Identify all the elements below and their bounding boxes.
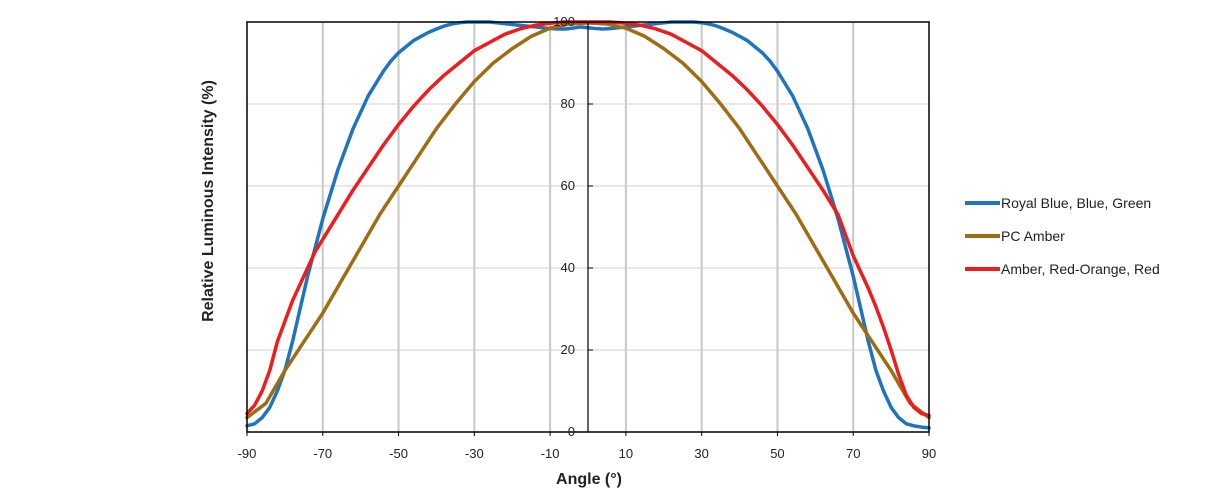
y-tick-label: 80 — [561, 96, 575, 111]
y-tick-label: 60 — [561, 178, 575, 193]
legend-label: Royal Blue, Blue, Green — [1001, 195, 1151, 211]
x-tick-label: -50 — [389, 446, 408, 461]
tick-labels: -90 -70 -50 -30 -10 10 30 50 70 90 0 20 40 60 80 100 — [238, 14, 937, 461]
y-tick-label: 40 — [561, 260, 575, 275]
legend-item-2: PC Amber — [965, 228, 1065, 244]
legend-label: PC Amber — [1001, 228, 1065, 244]
x-tick-label: -10 — [541, 446, 560, 461]
x-tick-label: 90 — [922, 446, 936, 461]
grid — [247, 22, 929, 432]
x-tick-label: 30 — [694, 446, 708, 461]
legend: Royal Blue, Blue, Green PC Amber Amber, Re… — [965, 195, 1160, 277]
x-tick-label: -70 — [313, 446, 332, 461]
y-tick-label: 0 — [568, 424, 575, 439]
x-tick-label: 10 — [619, 446, 633, 461]
legend-label: Amber, Red-Orange, Red — [1001, 261, 1160, 277]
legend-item-1: Royal Blue, Blue, Green — [965, 195, 1151, 211]
x-tick-label: 50 — [770, 446, 784, 461]
y-axis-title: Relative Luminous Intensity (%) — [200, 80, 217, 322]
x-axis-title: Angle (°) — [556, 471, 622, 488]
x-tick-label: 70 — [846, 446, 860, 461]
axes — [246, 21, 930, 436]
x-tick-label: -30 — [465, 446, 484, 461]
y-tick-label: 20 — [561, 342, 575, 357]
y-tick-label: 100 — [553, 14, 575, 29]
x-tick-label: -90 — [238, 446, 257, 461]
legend-item-3: Amber, Red-Orange, Red — [965, 261, 1160, 277]
